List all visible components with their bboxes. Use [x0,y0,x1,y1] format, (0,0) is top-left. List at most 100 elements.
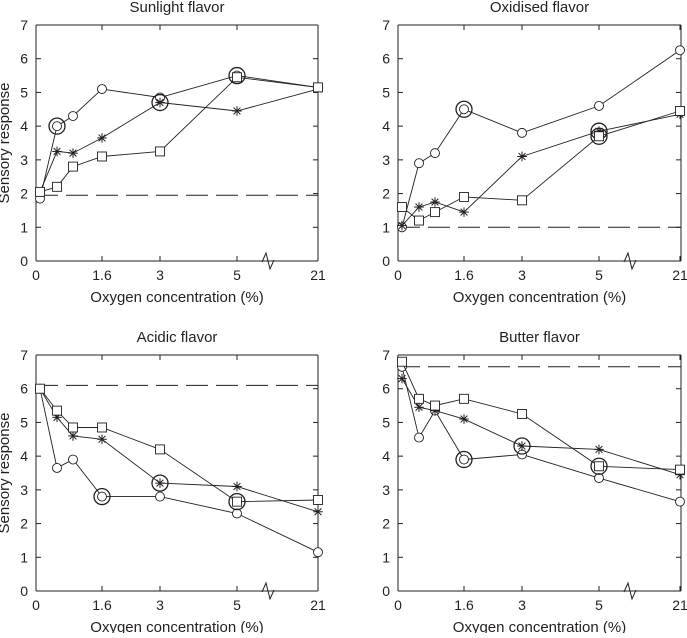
circle-marker-3 [97,491,107,502]
asterisk-marker-3 [459,414,469,424]
significance-ring [93,487,111,506]
x-tick-label: 0 [32,267,40,283]
significance-ring [48,117,66,135]
y-tick-label: 2 [20,516,28,532]
y-axis-title: Sensory response [0,413,13,534]
square-marker-5 [594,131,604,142]
x-axis-break-mark [261,581,275,601]
panel-title: Oxidised flavor [490,0,589,16]
x-tick-label: 0 [32,597,40,613]
significance-ring [228,66,246,85]
circle-marker-2 [430,148,440,159]
x-tick-label: 21 [672,267,687,283]
circle-marker-1 [414,432,424,443]
panel-sunlight-flavor: 0 1 2 3 4 5 6 7 0 1.6 3 5 21 Sunlight flavor Oxygen co… [0,0,326,306]
significance-ring [151,474,169,492]
x-tick-label: 21 [672,597,687,613]
series-line-square [39,388,319,503]
y-tick-label: 0 [20,253,28,269]
series-line-square [401,361,681,471]
x-axis-break-mark [623,581,637,601]
square-marker-1 [414,215,424,226]
square-marker-1 [52,181,62,192]
square-marker-5 [232,72,242,83]
x-tick-label: 3 [518,597,526,613]
circle-marker-1 [52,121,62,132]
y-tick-label: 4 [20,118,28,134]
square-marker-4 [517,195,527,206]
asterisk-marker-2 [430,197,440,207]
circle-marker-6 [313,547,323,558]
x-axis-break-mark [261,251,275,271]
asterisk-marker-5 [232,106,242,116]
y-tick-label: 3 [382,152,390,168]
series-asterisk [35,383,323,517]
y-tick-label: 1 [20,549,28,565]
y-tick-label: 2 [382,516,390,532]
series-line-square [401,110,681,222]
series-line-circle [401,366,681,503]
y-tick-label: 4 [382,118,390,134]
y-tick-label: 2 [382,186,390,202]
y-tick-label: 4 [20,448,28,464]
asterisk-marker-4 [517,441,527,451]
square-marker-2 [68,422,78,433]
circle-marker-3 [97,84,107,95]
circle-marker-3 [459,104,469,115]
x-axis-break-mark [623,251,637,271]
series-square [397,106,685,226]
y-tick-label: 0 [382,253,390,269]
asterisk-marker-0 [397,373,407,384]
y-tick-label: 5 [20,84,28,100]
series-line-square [39,76,319,193]
series-line-asterisk [401,113,681,226]
y-tick-label: 4 [382,448,390,464]
y-tick-label: 7 [382,347,390,363]
y-tick-label: 5 [20,414,28,430]
x-tick-label: 3 [156,597,164,613]
series-circle [397,45,685,233]
square-marker-4 [517,409,527,419]
x-axis-title: Oxygen concentration (%) [90,619,263,633]
square-marker-6 [675,464,685,475]
y-tick-label: 6 [382,381,390,397]
circle-marker-2 [68,454,78,465]
series-asterisk [397,373,685,480]
square-marker-6 [313,82,323,93]
panel-title: Sunlight flavor [129,0,224,16]
square-marker-6 [313,495,323,505]
circle-marker-5 [594,100,604,111]
circle-marker-6 [675,496,685,507]
series-line-asterisk [39,388,319,513]
circle-marker-6 [675,45,685,56]
significance-ring [513,437,531,455]
y-tick-label: 2 [20,186,28,202]
x-tick-label: 1.6 [454,597,474,613]
series-line-circle [401,49,681,228]
series-circle [35,66,323,204]
asterisk-marker-4 [155,478,165,488]
y-tick-label: 0 [20,583,28,599]
y-tick-label: 7 [20,17,28,33]
x-tick-label: 0 [394,267,402,283]
series-circle [397,361,685,507]
circle-marker-2 [68,111,78,121]
square-marker-1 [414,393,424,404]
circle-marker-5 [594,473,604,484]
asterisk-marker-0 [397,220,407,231]
y-tick-label: 7 [382,17,390,33]
square-marker-0 [35,186,45,197]
square-marker-0 [397,202,407,213]
panel-oxidised-flavor: 0 1 2 3 4 5 6 7 0 1.6 3 5 21 Oxidised flavor Oxygen co… [382,0,687,306]
circle-marker-1 [52,462,62,473]
y-tick-label: 3 [382,482,390,498]
y-tick-label: 3 [20,152,28,168]
series-circle [35,383,323,558]
asterisk-marker-3 [97,434,107,445]
square-marker-5 [594,461,604,472]
x-tick-label: 1.6 [92,267,112,283]
significance-ring [151,93,169,112]
x-tick-label: 3 [156,267,164,283]
y-tick-label: 6 [20,51,28,67]
